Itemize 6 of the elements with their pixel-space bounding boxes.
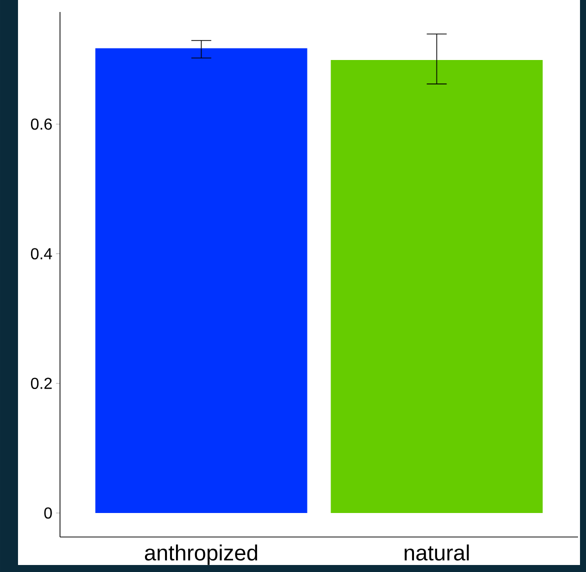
x-tick-label: natural: [404, 544, 469, 561]
y-tick-label: 0.6: [30, 118, 52, 130]
y-tick-label: 0.2: [30, 378, 52, 390]
x-tick-label: anthropized: [144, 544, 258, 565]
y-tick-label: 0.4: [30, 248, 52, 260]
y-tick-label: 0: [44, 507, 52, 519]
